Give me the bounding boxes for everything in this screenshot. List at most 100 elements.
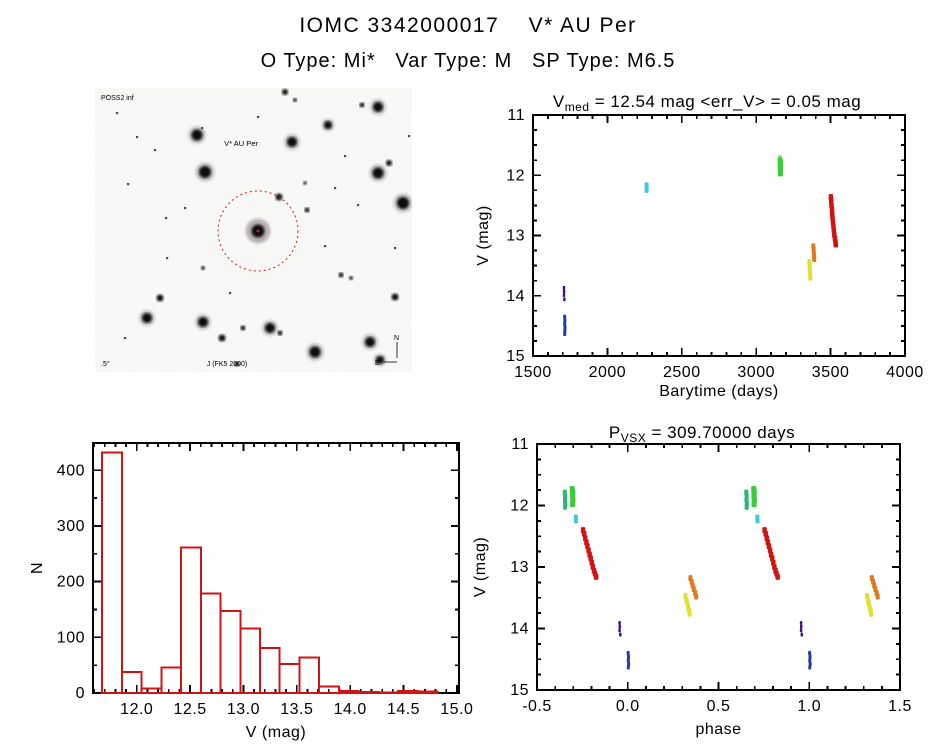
phase-axes [536,443,901,691]
phase-ytick-label: 12 [510,498,529,515]
field-star [304,207,310,213]
field-star [229,292,232,295]
rect-shape [92,442,460,694]
field-star [166,257,169,260]
histogram-bar [377,691,400,694]
hist-ytick-label: 200 [57,574,85,591]
histogram-bars [101,451,439,695]
field-star [154,149,157,152]
field-star [127,183,130,186]
field-star [124,337,127,340]
barytime-xtick-label: 3500 [812,364,850,381]
tspan-shape: med [565,100,590,114]
barytime-ytick-label: 15 [506,348,525,365]
barytime-xaxis-label: Barytime (days) [659,383,779,400]
cluster-epoch3-green [777,157,784,177]
field-star [136,136,139,139]
data-point [563,331,567,336]
data-point [799,620,803,625]
field-star [303,181,307,185]
phase-ytick-label: 15 [510,682,529,699]
histogram-bar [199,592,222,694]
cluster-phase-orange [688,575,880,600]
barytime-ytick-label: 13 [506,228,525,245]
cluster-epoch1-blue [563,314,567,336]
field-star [386,160,392,166]
data-point [563,314,567,320]
data-point [618,620,621,625]
magnitude-histogram-plot: 12.0 12.5 13.0 13.5 14.0 14.5 15.0 0 100 200 300 40… [29,442,473,741]
field-star [201,127,204,130]
field-star [391,293,399,301]
data-point [563,297,566,302]
barytime-xtick-label: 4000 [886,364,924,381]
barytime-xtick-label: 2000 [589,364,627,381]
hist-xtick-label: 14.0 [334,701,367,718]
data-point [875,593,880,600]
field-star [397,197,409,209]
finder-epoch-label: J (FK5 2000) [207,361,247,368]
phase-xtick-label: 0.5 [707,698,731,715]
hist-xtick-label: 15.0 [440,701,473,718]
data-point [618,624,622,629]
tspan-shape: = 309.70000 days [646,423,795,442]
phase-ytick-label: 14 [510,621,529,638]
data-point [618,628,621,633]
cluster-phase-yellow [683,592,874,617]
barytime-xtick-label: 1500 [514,364,552,381]
data-point [563,503,568,510]
barytime-plot-title: Vmed = 12.54 mag <err_V> = 0.05 mag [553,92,861,114]
data-point [619,632,622,637]
data-point [812,255,817,262]
finder-survey-label: POSS2 inf [101,95,134,102]
data-point [808,274,813,281]
barytime-labels: 1500 2000 2500 3000 3500 4000 11 12 13 14 15 Baryti… [475,92,924,400]
histogram-bar [160,666,183,694]
field-star [394,247,397,250]
data-point [626,650,630,656]
cluster-phase-violet [618,620,804,637]
finder-target-label: V* AU Per [224,139,258,148]
hist-yaxis-label: N [29,562,46,574]
data-point [694,593,699,600]
page-subtitle: O Type: Mi* Var Type: M SP Type: M6.5 [260,50,676,72]
data-point [808,650,812,656]
field-star [372,167,384,179]
barytime-ytick-label: 12 [506,167,525,184]
data-point [777,169,783,177]
phase-xtick-label: -0.5 [522,698,552,715]
data-point [800,632,804,637]
cluster-epoch4-yellow [807,259,813,281]
hist-xtick-label: 12.0 [120,701,153,718]
barytime-xtick-label: 3000 [737,364,775,381]
barytime-ytick-label: 11 [507,107,525,124]
finder-chart-image: V* AU Per POSS2 inf J (FK5 2000) .5° N E [95,88,412,372]
data-point [570,500,576,508]
data-point [562,285,566,290]
hist-xaxis-label: V (mag) [246,724,306,741]
field-star [344,155,347,158]
data-point [562,293,566,298]
histogram-bar [298,656,321,694]
data-point [626,664,630,670]
histogram-bar [318,685,340,694]
tspan-shape: VSX [621,431,647,445]
data-point [626,654,630,660]
cluster-epoch1-violet [562,285,566,302]
field-stars [116,89,412,367]
field-star [277,330,283,336]
rect-shape [532,114,906,357]
finder-scale-label: .5° [101,360,110,368]
data-point [563,325,567,330]
phase-xaxis-label: phase [695,721,741,738]
data-point [626,658,630,663]
histogram-bar [120,670,143,695]
field-star [165,217,168,220]
field-star [293,98,297,102]
histogram-bar [416,690,439,694]
phase-xtick-label: 1.5 [888,698,912,715]
data-point [808,664,812,670]
field-star [338,272,344,278]
field-star [191,129,203,141]
field-star [201,266,205,270]
